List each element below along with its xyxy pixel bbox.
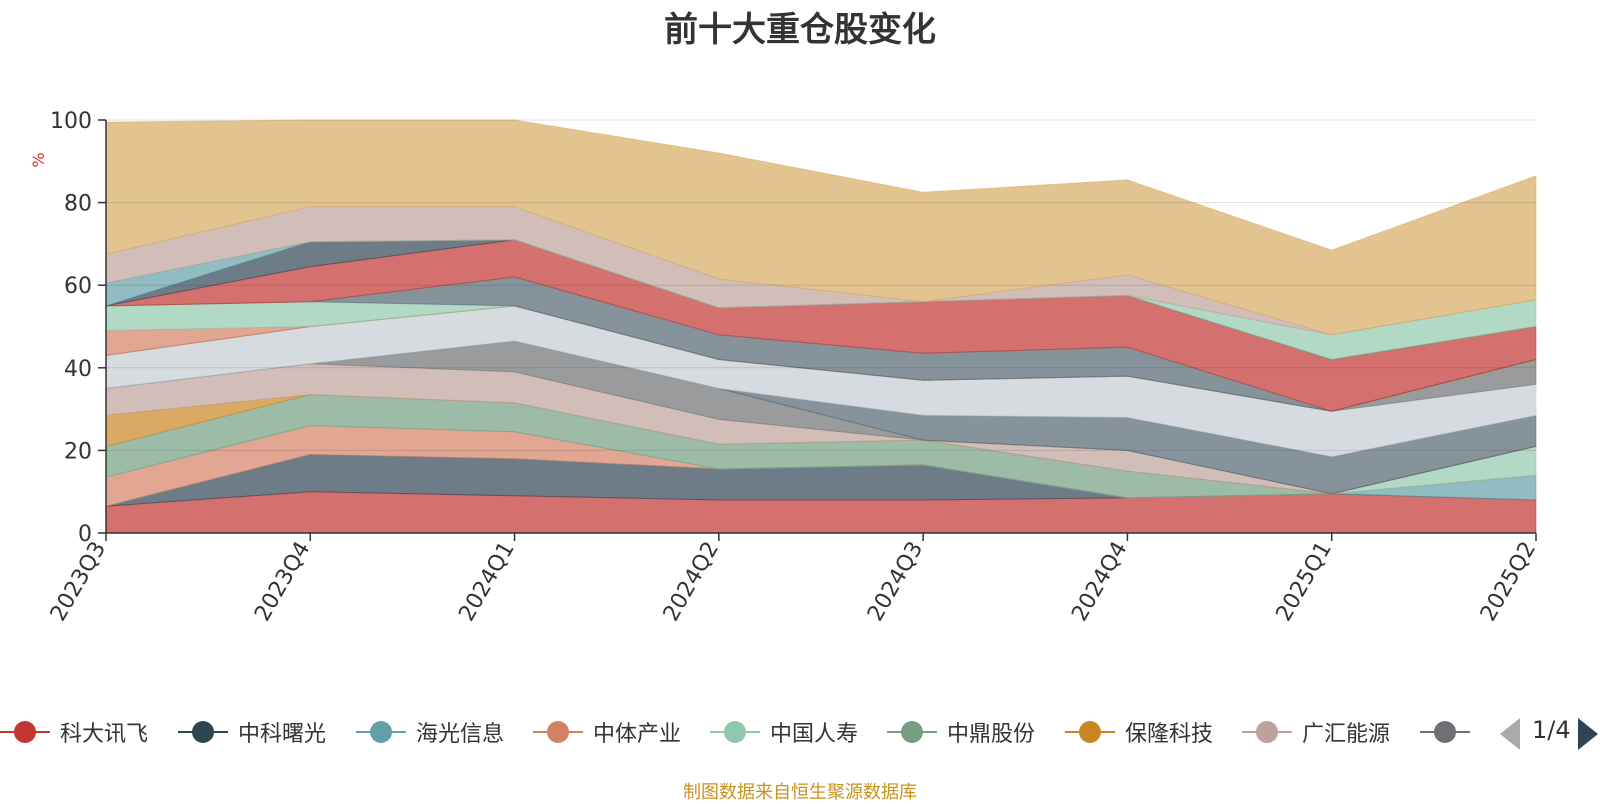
legend-label: 海光信息 bbox=[416, 722, 505, 747]
legend-label: 中科曙光 bbox=[238, 722, 327, 747]
legend-item[interactable]: 中鼎股份 bbox=[887, 712, 1035, 752]
y-tick-label: 40 bbox=[64, 357, 92, 382]
legend-label: 保隆科技 bbox=[1125, 722, 1214, 747]
legend-item[interactable]: 保隆科技 bbox=[1065, 712, 1213, 752]
x-tick-label: 2025Q1 bbox=[1272, 538, 1337, 626]
series-area bbox=[105, 119, 1537, 336]
x-tick-label: 2024Q2 bbox=[659, 538, 724, 626]
y-tick-label: 20 bbox=[64, 439, 92, 464]
legend-prev-page-icon[interactable] bbox=[1500, 718, 1520, 750]
legend-marker-icon bbox=[887, 712, 937, 752]
x-tick-label: 2024Q1 bbox=[454, 538, 519, 626]
legend-marker-icon bbox=[710, 712, 760, 752]
chart-title: 前十大重仓股变化 bbox=[664, 10, 936, 50]
legend: 科大讯飞 中科曙光 海光信息 中体产业 中国人寿 中鼎股份 保隆科技 广汇能源 中 bbox=[0, 712, 1475, 752]
legend-item[interactable]: 中国人寿 bbox=[710, 712, 858, 752]
x-tick-label: 2023Q4 bbox=[250, 538, 315, 626]
legend-marker-icon bbox=[1420, 712, 1470, 752]
legend-item[interactable]: 广汇能源 bbox=[1242, 712, 1390, 752]
legend-item[interactable]: 中 bbox=[1420, 712, 1475, 752]
legend-page-indicator: 1/4 bbox=[1532, 716, 1571, 744]
x-tick-label: 2023Q3 bbox=[46, 538, 111, 626]
legend-marker-icon bbox=[533, 712, 583, 752]
area-layer bbox=[105, 119, 1537, 534]
legend-marker-icon bbox=[0, 712, 50, 752]
legend-marker-icon bbox=[1242, 712, 1292, 752]
y-tick-label: 100 bbox=[50, 109, 92, 134]
legend-item[interactable]: 中体产业 bbox=[533, 712, 681, 752]
legend-label: 中国人寿 bbox=[770, 722, 859, 747]
legend-marker-icon bbox=[178, 712, 228, 752]
y-tick-label: 0 bbox=[78, 522, 92, 547]
legend-item[interactable]: 海光信息 bbox=[356, 712, 504, 752]
y-tick-label: 80 bbox=[64, 192, 92, 217]
y-axis-label: % bbox=[29, 152, 48, 167]
legend-label: 广汇能源 bbox=[1302, 722, 1391, 747]
x-tick-label: 2024Q4 bbox=[1067, 538, 1132, 626]
legend-next-page-icon[interactable] bbox=[1578, 718, 1598, 750]
legend-marker-icon bbox=[356, 712, 406, 752]
y-tick-label: 60 bbox=[64, 274, 92, 299]
legend-item[interactable]: 中科曙光 bbox=[178, 712, 326, 752]
legend-label: 中鼎股份 bbox=[947, 722, 1036, 747]
legend-label: 科大讯飞 bbox=[60, 722, 149, 747]
source-note: 制图数据来自恒生聚源数据库 bbox=[683, 782, 917, 803]
legend-item[interactable]: 科大讯飞 bbox=[0, 712, 148, 752]
legend-marker-icon bbox=[1065, 712, 1115, 752]
grid-layer bbox=[106, 119, 1536, 534]
x-tick-label: 2024Q3 bbox=[863, 538, 928, 626]
legend-pager: 1/4 bbox=[1500, 716, 1600, 752]
x-tick-label: 2025Q2 bbox=[1476, 538, 1541, 626]
legend-label: 中体产业 bbox=[593, 722, 682, 747]
